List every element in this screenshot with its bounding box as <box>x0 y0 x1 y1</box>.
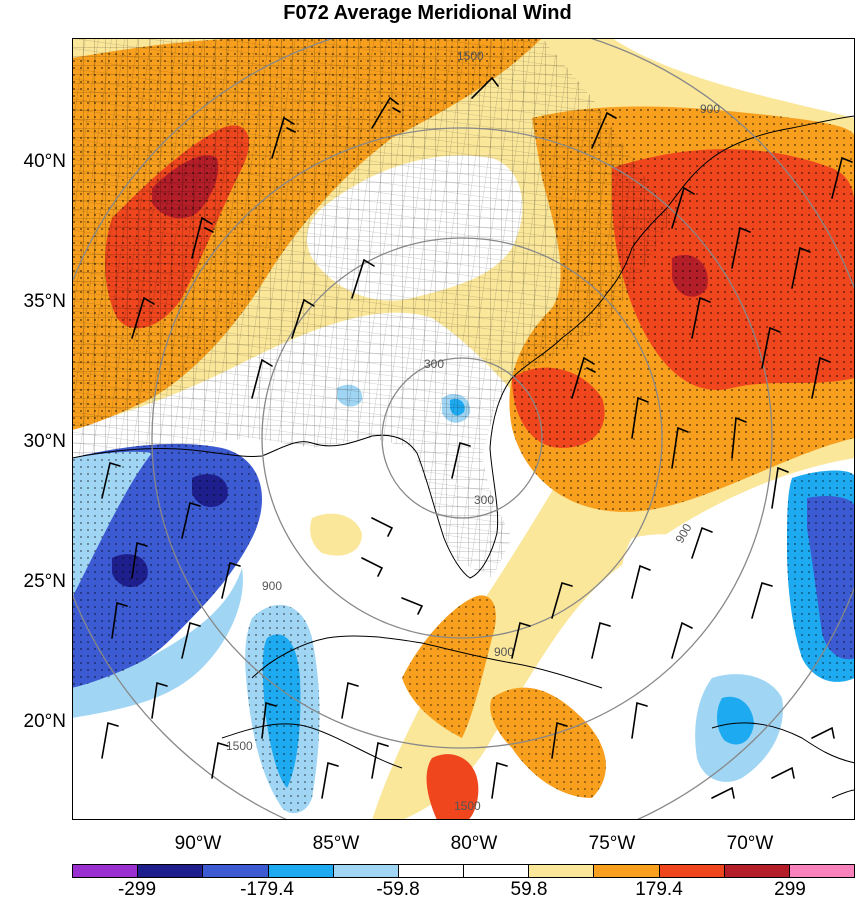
contour-label: 900 <box>262 579 282 593</box>
colorbar-swatch <box>529 864 595 878</box>
colorbar-swatch <box>138 864 204 878</box>
colorbar-swatch <box>203 864 269 878</box>
lon-label-80w: 80°W <box>450 833 498 854</box>
colorbar-label: -179.4 <box>240 879 294 900</box>
lat-label-25n: 25°N <box>23 571 66 592</box>
colorbar-swatch <box>789 864 855 878</box>
lat-label-20n: 20°N <box>23 711 66 732</box>
colorbar-swatch <box>333 864 399 878</box>
contour-label: 300 <box>424 357 444 371</box>
colorbar-label: -299 <box>117 879 157 900</box>
colorbar-swatch <box>72 864 139 878</box>
lon-label-90w: 90°W <box>174 833 222 854</box>
lon-label-70w: 70°W <box>726 833 774 854</box>
contour-label: 900 <box>494 645 514 659</box>
colorbar-swatch <box>594 864 660 878</box>
range-rings <box>72 38 855 820</box>
lat-label-35n: 35°N <box>23 291 66 312</box>
colorbar-label: 59.8 <box>510 879 548 900</box>
colorbar-swatch <box>724 864 790 878</box>
lon-label-75w: 75°W <box>588 833 636 854</box>
colorbar-label: -59.8 <box>376 879 420 900</box>
contour-labels: 1500 900 300 300 900 900 900 1500 1500 <box>226 49 720 813</box>
colorbar-swatch <box>659 864 725 878</box>
contour-label: 1500 <box>454 799 481 813</box>
colorbar <box>72 864 855 878</box>
colorbar-swatch <box>464 864 530 878</box>
contour-label: 1500 <box>226 739 253 753</box>
map-title: F072 Average Meridional Wind <box>283 2 572 24</box>
coastlines <box>72 115 855 799</box>
contour-label: 300 <box>474 493 494 507</box>
lon-label-85w: 85°W <box>312 833 360 854</box>
contour-label: 900 <box>700 102 720 116</box>
lat-label-30n: 30°N <box>23 431 66 452</box>
contour-label: 1500 <box>457 49 484 63</box>
colorbar-swatch <box>268 864 334 878</box>
lat-label-40n: 40°N <box>23 151 66 172</box>
wind-barbs <box>101 76 853 799</box>
colorbar-label: 299 <box>774 879 806 900</box>
colorbar-swatch <box>398 864 465 878</box>
colorbar-label: 179.4 <box>635 879 683 900</box>
map-panel[interactable]: 1500 900 300 300 900 900 900 1500 1500 <box>72 38 855 820</box>
